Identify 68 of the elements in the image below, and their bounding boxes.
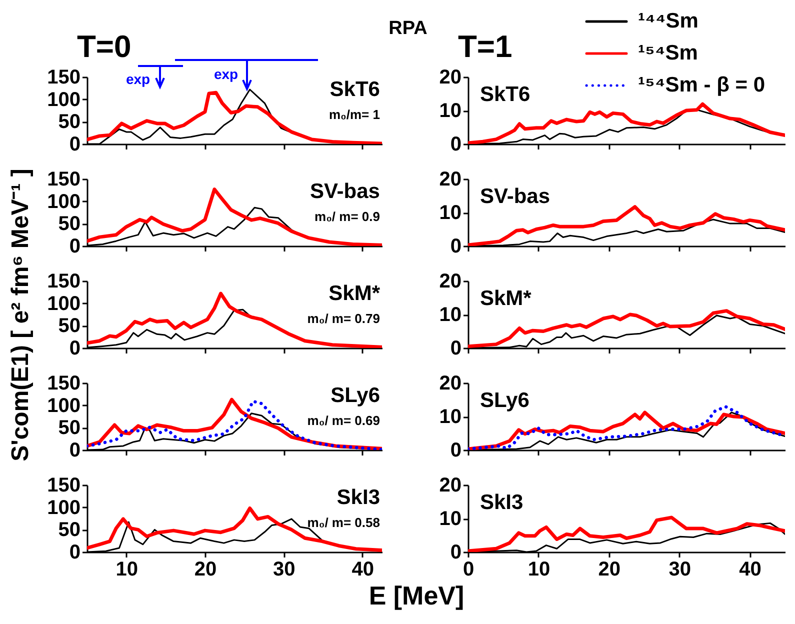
y-tick-label: 10: [439, 508, 462, 530]
y-tick-label: 20: [439, 474, 462, 496]
x-tick-label: 30: [273, 558, 296, 580]
x-tick-label: 10: [528, 558, 550, 580]
y-tick-label: 150: [47, 66, 80, 88]
y-tick-label: 0: [69, 134, 80, 156]
y-axis-title: S'com(E1) [ e² fm⁶ MeV⁻¹ ]: [7, 168, 34, 462]
y-tick-label: 50: [58, 111, 80, 134]
y-tick-label: 20: [439, 66, 462, 88]
y-tick-label: 20: [439, 270, 462, 292]
annotation: exp: [126, 71, 150, 87]
annotation: SkT6: [480, 83, 530, 106]
y-tick-label: 20: [439, 372, 462, 394]
legend-label: ¹⁵⁴Sm - β = 0: [638, 74, 766, 96]
y-tick-label: 50: [58, 519, 80, 542]
y-tick-label: 150: [47, 372, 80, 394]
annotation: m₀/ m= 0.9: [314, 209, 380, 224]
y-tick-label: 50: [58, 417, 80, 440]
y-tick-label: 10: [439, 100, 462, 122]
y-tick-label: 0: [69, 338, 80, 360]
annotation: SV-bas: [310, 180, 380, 203]
y-tick-label: 0: [450, 542, 462, 564]
y-tick-label: 100: [47, 190, 80, 213]
chart-title: T=0: [77, 29, 132, 64]
y-tick-label: 20: [439, 168, 462, 190]
annotation: SV-bas: [480, 185, 550, 208]
annotation: SkI3: [480, 491, 524, 514]
y-tick-label: 10: [439, 406, 462, 428]
annotation: SkM*: [328, 282, 381, 305]
annotation: m₀/ m= 0.79: [307, 311, 380, 326]
y-tick-label: 0: [69, 440, 80, 462]
annotation: m₀/m= 1: [328, 107, 380, 122]
y-tick-label: 150: [47, 270, 80, 292]
legend-label: ¹⁵⁴Sm: [638, 42, 698, 64]
y-tick-label: 0: [69, 542, 80, 564]
annotation: m₀/ m= 0.69: [307, 413, 380, 428]
annotation: SkT6: [330, 78, 380, 101]
annotation: SLy6: [330, 384, 380, 407]
y-tick-label: 0: [450, 338, 462, 360]
y-tick-label: 10: [439, 304, 462, 326]
y-tick-label: 150: [47, 168, 80, 190]
y-tick-label: 0: [450, 236, 462, 258]
x-tick-label: 40: [352, 558, 374, 580]
y-tick-label: 100: [47, 292, 80, 315]
annotation: m₀/ m= 0.58: [307, 515, 380, 530]
x-tick-label: 40: [739, 558, 762, 580]
x-axis-title: E [MeV]: [368, 580, 464, 610]
annotation: SLy6: [480, 389, 530, 412]
chart-title: T=1: [458, 29, 512, 64]
annotation: exp: [214, 66, 238, 82]
x-tick-label: 20: [194, 558, 217, 580]
annotation: SkI3: [336, 486, 380, 509]
annotation: SkM*: [480, 287, 532, 310]
y-tick-label: 100: [47, 88, 80, 111]
y-tick-label: 50: [58, 315, 80, 338]
y-tick-label: 0: [69, 236, 80, 258]
legend-label: ¹⁴⁴Sm: [638, 10, 698, 32]
x-tick-label: 20: [598, 558, 621, 580]
y-tick-label: 0: [450, 134, 462, 156]
x-tick-label: 30: [668, 558, 691, 580]
y-tick-label: 100: [47, 394, 80, 417]
y-tick-label: 10: [439, 202, 462, 224]
x-tick-label: 10: [116, 558, 138, 580]
chart-subtitle: RPA: [388, 18, 428, 39]
y-tick-label: 100: [47, 496, 80, 519]
y-tick-label: 50: [58, 213, 80, 236]
y-tick-label: 0: [450, 440, 462, 462]
y-tick-label: 150: [47, 474, 80, 496]
